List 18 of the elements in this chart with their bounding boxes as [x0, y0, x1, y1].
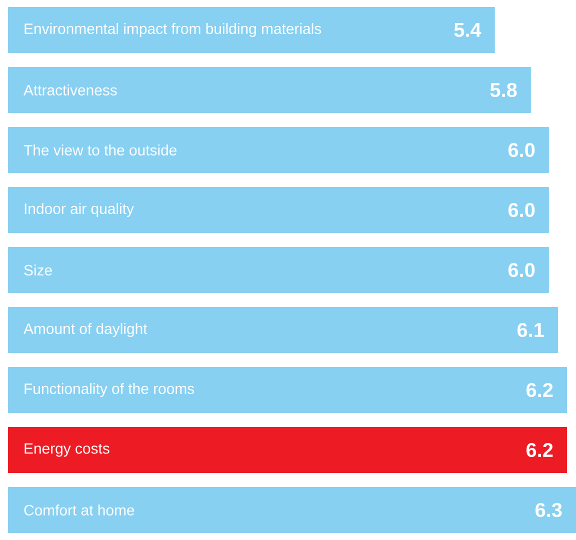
- data-label: 5.4: [454, 23, 482, 37]
- y-tick-label: Attractiveness: [24, 84, 117, 96]
- data-label: 6.1: [517, 322, 544, 338]
- y-tick-label: Indoor air quality: [24, 203, 134, 217]
- data-label: 5.8: [490, 82, 517, 98]
- data-label: 6.2: [526, 382, 553, 398]
- data-label: 6.2: [526, 442, 553, 458]
- y-tick-label: Comfort at home: [24, 504, 134, 516]
- data-label: 6.0: [508, 142, 535, 158]
- y-tick-label: Energy costs: [24, 443, 110, 457]
- y-tick-label: The view to the outside: [24, 144, 177, 156]
- data-label: 6.0: [508, 262, 535, 278]
- y-tick-label: Functionality of the rooms: [24, 383, 194, 397]
- data-label: 6.0: [508, 202, 535, 218]
- y-tick-label: Environmental impact from building materials: [24, 23, 322, 37]
- y-tick-label: Amount of daylight: [24, 323, 148, 337]
- y-tick-label: Size: [24, 264, 52, 276]
- data-label: 6.3: [536, 502, 562, 518]
